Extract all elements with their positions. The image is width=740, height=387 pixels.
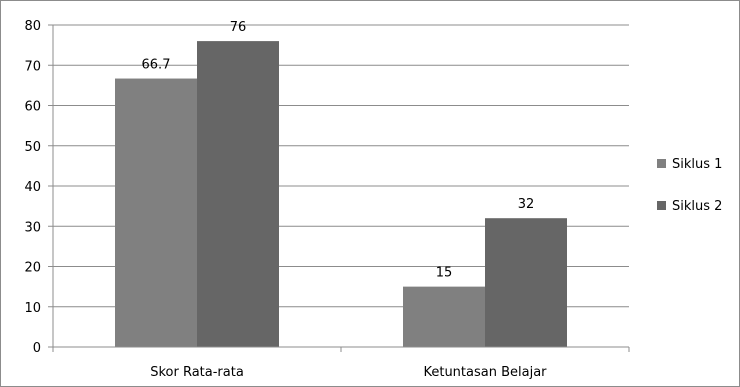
axes [52, 25, 630, 352]
legend-swatch-siklus-2 [657, 201, 666, 210]
y-tick-label: 70 [24, 59, 41, 74]
y-tick-label: 20 [24, 261, 41, 276]
legend-label-siklus-2: Siklus 2 [672, 199, 722, 214]
y-tick-label: 60 [24, 100, 41, 115]
legend-label-siklus-1: Siklus 1 [672, 157, 722, 172]
bar-siklus-1-0 [115, 78, 197, 347]
legend-swatch-siklus-1 [657, 159, 666, 168]
x-axis-labels: Skor Rata-rata Ketuntasan Belajar [150, 365, 547, 380]
bar-siklus-2-1 [485, 218, 567, 347]
y-tick-label: 10 [24, 301, 41, 316]
data-label: 15 [436, 266, 453, 281]
x-category-label: Ketuntasan Belajar [423, 365, 547, 380]
data-labels: 66.7 76 15 32 [142, 20, 535, 281]
y-tick-label: 50 [24, 140, 41, 155]
data-label: 76 [230, 20, 247, 35]
y-tick-label: 80 [24, 19, 41, 34]
bars [115, 41, 567, 347]
bar-siklus-2-0 [197, 41, 279, 347]
y-axis-ticks: 0 10 20 30 40 50 60 70 80 [24, 19, 53, 356]
x-category-label: Skor Rata-rata [150, 365, 244, 380]
y-tick-label: 40 [24, 180, 41, 195]
y-tick-label: 30 [24, 220, 41, 235]
y-tick-label: 0 [33, 341, 41, 356]
bar-siklus-1-1 [403, 286, 485, 347]
data-label: 66.7 [142, 58, 171, 73]
legend: Siklus 1 Siklus 2 [657, 157, 722, 214]
data-label: 32 [518, 197, 535, 212]
